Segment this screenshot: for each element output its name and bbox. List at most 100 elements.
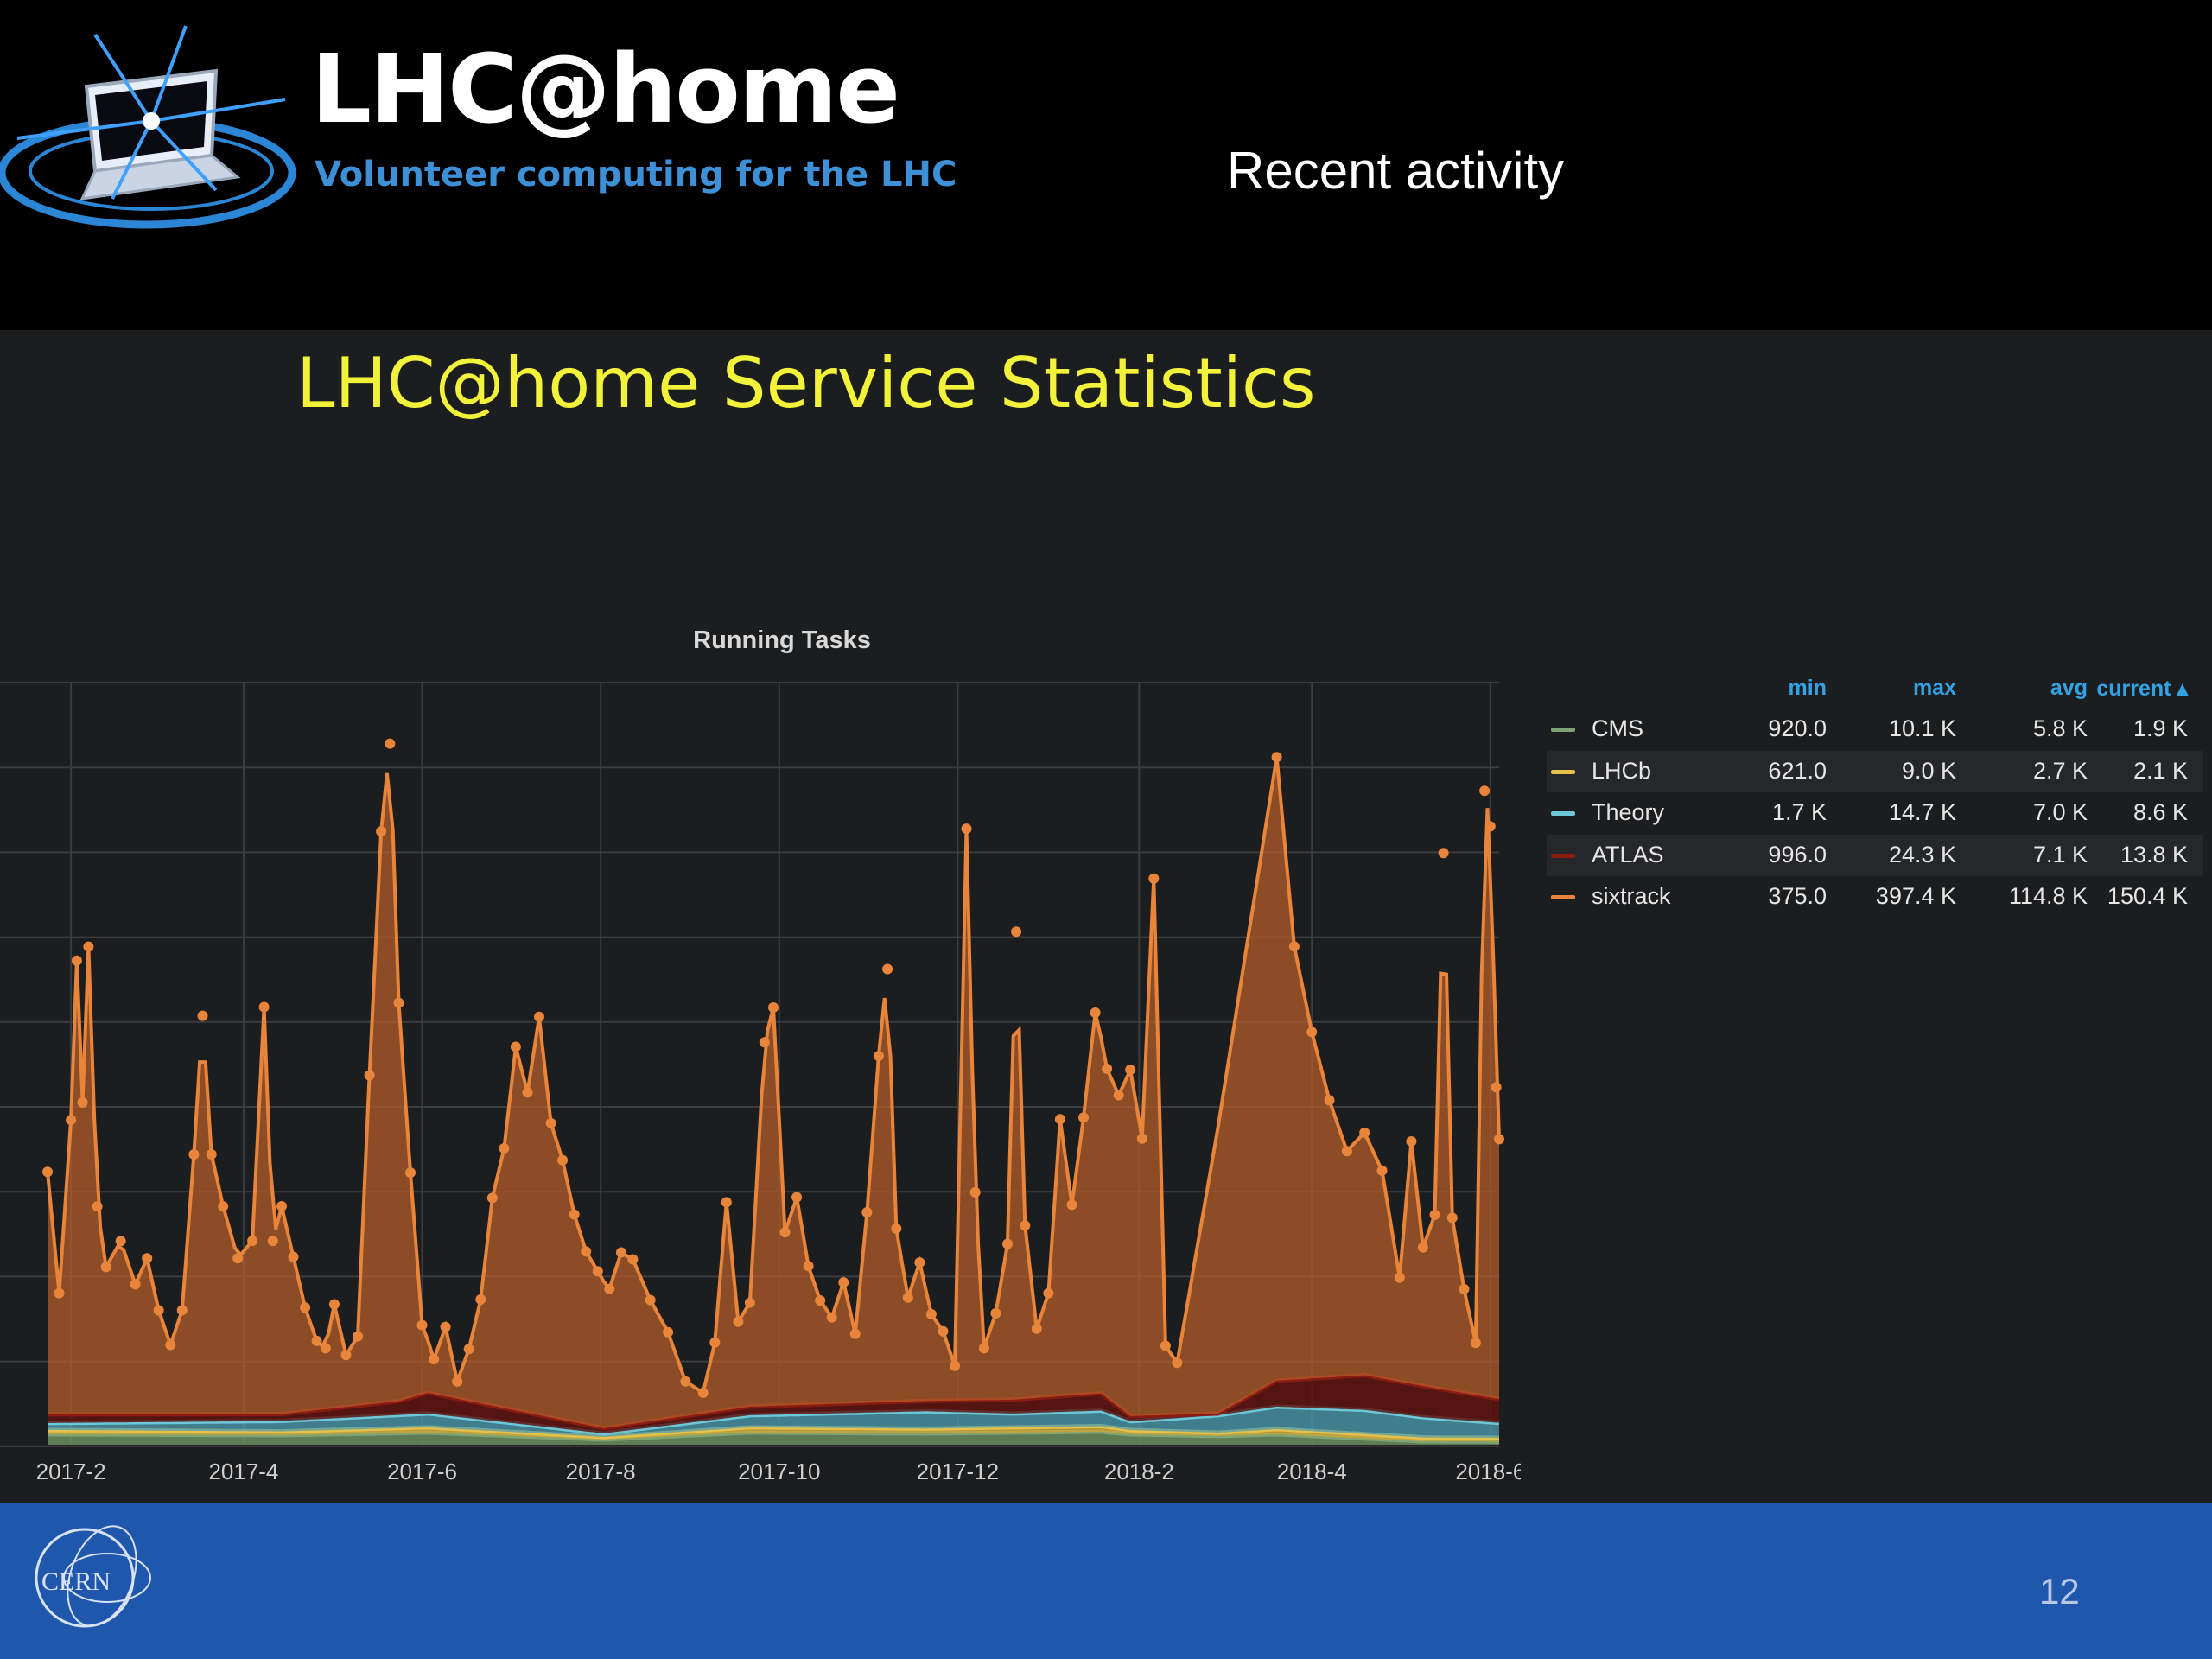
data-point-sixtrack <box>1160 1340 1171 1351</box>
data-point-sixtrack <box>499 1143 510 1154</box>
legend-col-avg[interactable]: avg <box>2050 676 2088 700</box>
legend-value-min: 621.0 <box>1768 757 1827 784</box>
legend-row-lhcb[interactable]: LHCb 621.0 9.0 K 2.7 K 2.1 K <box>1547 750 2203 792</box>
data-point-sixtrack <box>557 1154 569 1166</box>
x-tick-label: 2017-4 <box>208 1459 278 1484</box>
data-point-sixtrack <box>581 1246 592 1257</box>
data-point-sixtrack <box>405 1167 416 1179</box>
legend-value-min: 1.7 K <box>1771 799 1827 825</box>
legend-swatch <box>1551 811 1575 816</box>
data-point-sixtrack <box>709 1337 721 1348</box>
data-point-sixtrack <box>364 1070 375 1081</box>
data-point-sixtrack <box>849 1328 861 1339</box>
data-point-sixtrack <box>267 1236 278 1247</box>
data-point-sixtrack <box>300 1302 311 1313</box>
data-point-sixtrack <box>77 1097 88 1108</box>
data-point-sixtrack <box>385 738 396 749</box>
x-tick-label: 2018-6 <box>1455 1459 1521 1484</box>
legend-row-sixtrack[interactable]: sixtrack 375.0 397.4 K 114.8 K 150.4 K <box>1547 876 2203 918</box>
data-point-sixtrack <box>604 1283 615 1294</box>
legend-col-min[interactable]: min <box>1788 676 1827 700</box>
data-point-sixtrack <box>1011 926 1022 938</box>
data-point-sixtrack <box>258 1001 270 1013</box>
legend-value-current: 1.9 K <box>2133 715 2188 741</box>
legend-value-avg: 5.8 K <box>2032 715 2088 741</box>
legend-swatch <box>1551 853 1575 858</box>
data-point-sixtrack <box>826 1312 837 1323</box>
legend-row-theory[interactable]: Theory 1.7 K 14.7 K 7.0 K 8.6 K <box>1547 792 2203 835</box>
data-point-sixtrack <box>950 1360 960 1371</box>
x-tick-label: 2017-10 <box>738 1459 820 1484</box>
data-point-sixtrack <box>311 1335 322 1346</box>
legend-swatch <box>1551 728 1575 732</box>
legend-row-atlas[interactable]: ATLAS 996.0 24.3 K 7.1 K 13.8 K <box>1547 834 2203 876</box>
series-area-sixtrack <box>48 757 1499 1428</box>
data-point-sixtrack <box>1491 1082 1502 1093</box>
data-point-sixtrack <box>440 1321 451 1332</box>
data-point-sixtrack <box>838 1277 849 1288</box>
data-point-sixtrack <box>165 1339 176 1351</box>
data-point-sixtrack <box>153 1305 164 1316</box>
data-point-sixtrack <box>288 1251 299 1262</box>
legend-value-current: 13.8 K <box>2120 841 2188 868</box>
data-point-sixtrack <box>92 1201 103 1212</box>
data-point-sixtrack <box>1172 1357 1183 1369</box>
x-tick-label: 2017-2 <box>36 1459 106 1484</box>
data-point-sixtrack <box>1148 873 1160 884</box>
chart-legend: min max avg current ▴ CMS 920.0 10.1 K 5.8 … <box>1547 676 2203 918</box>
legend-series-name: ATLAS <box>1592 841 1664 868</box>
legend-value-max: 10.1 K <box>1888 715 1956 741</box>
data-point-sixtrack <box>429 1354 440 1365</box>
data-point-sixtrack <box>768 1002 779 1013</box>
legend-row-cms[interactable]: CMS 920.0 10.1 K 5.8 K 1.9 K <box>1547 709 2203 751</box>
running-tasks-chart: Running Tasks 2017-2 2017-4 2017-6 2017-8 201… <box>0 626 1521 1484</box>
data-point-sixtrack <box>759 1037 770 1048</box>
x-tick-label: 2017-8 <box>566 1459 636 1484</box>
data-point-sixtrack <box>1459 1283 1470 1294</box>
data-point-sixtrack <box>914 1257 925 1268</box>
data-point-sixtrack <box>861 1207 873 1217</box>
data-point-sixtrack <box>276 1201 287 1211</box>
x-tick-label: 2017-12 <box>917 1459 999 1484</box>
legend-value-avg: 7.1 K <box>2032 841 2088 868</box>
data-point-sixtrack <box>1020 1220 1031 1231</box>
data-point-sixtrack <box>1479 785 1491 797</box>
data-point-sixtrack <box>197 1010 208 1021</box>
legend-col-current[interactable]: current ▴ <box>2094 676 2188 702</box>
data-point-sixtrack <box>1438 848 1449 859</box>
x-tick-label: 2017-6 <box>387 1459 457 1484</box>
data-point-sixtrack <box>247 1236 258 1247</box>
sort-ascending-icon: ▴ <box>2177 677 2188 701</box>
data-point-sixtrack <box>873 1051 884 1062</box>
data-point-sixtrack <box>42 1166 53 1178</box>
chart-title: Running Tasks <box>693 626 871 654</box>
data-point-sixtrack <box>925 1309 937 1319</box>
data-point-sixtrack <box>66 1115 77 1126</box>
legend-value-max: 9.0 K <box>1901 757 1956 784</box>
data-point-sixtrack <box>1113 1090 1124 1101</box>
data-point-sixtrack <box>1494 1134 1504 1145</box>
legend-rows: CMS 920.0 10.1 K 5.8 K 1.9 K LHCb 621.0 9.0 K 2.… <box>1547 709 2203 918</box>
data-point-sixtrack <box>188 1149 200 1160</box>
data-point-sixtrack <box>902 1292 913 1303</box>
data-point-sixtrack <box>1406 1136 1417 1147</box>
data-point-sixtrack <box>990 1307 1001 1319</box>
data-point-sixtrack <box>1446 1212 1458 1224</box>
data-point-sixtrack <box>452 1376 463 1387</box>
data-point-sixtrack <box>744 1297 755 1308</box>
data-point-sixtrack <box>1417 1242 1428 1253</box>
data-point-sixtrack <box>1078 1112 1089 1123</box>
data-point-sixtrack <box>1102 1063 1113 1074</box>
legend-col-max[interactable]: max <box>1912 676 1956 700</box>
data-point-sixtrack <box>1376 1165 1388 1176</box>
data-point-sixtrack <box>1002 1238 1013 1249</box>
data-point-sixtrack <box>1324 1095 1335 1106</box>
data-point-sixtrack <box>1341 1146 1352 1157</box>
brand-title: LHC@home <box>311 34 900 144</box>
data-point-sixtrack <box>1288 941 1300 952</box>
data-point-sixtrack <box>320 1343 331 1354</box>
data-point-sixtrack <box>961 823 972 835</box>
legend-swatch <box>1551 769 1575 774</box>
legend-value-min: 920.0 <box>1768 715 1827 741</box>
legend-value-avg: 7.0 K <box>2032 799 2088 825</box>
